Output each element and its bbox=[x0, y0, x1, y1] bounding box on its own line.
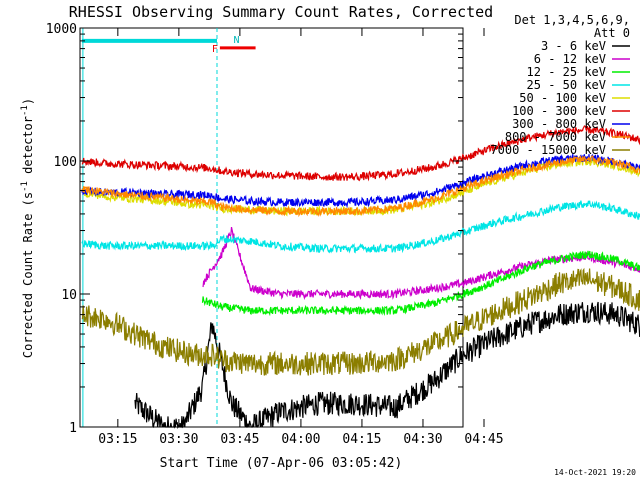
series-line-1 bbox=[202, 226, 640, 301]
series-line-4 bbox=[81, 156, 640, 217]
legend-label-4: 50 - 100 keV bbox=[519, 91, 606, 105]
y-axis-label-sup2: -1 bbox=[20, 105, 30, 116]
x-tick-label: 03:15 bbox=[98, 432, 137, 447]
x-tick-label: 04:30 bbox=[403, 432, 442, 447]
x-tick-label: 04:45 bbox=[464, 432, 503, 447]
annotation-layer: FN bbox=[81, 28, 256, 427]
legend-label-1: 6 - 12 keV bbox=[534, 52, 606, 66]
legend-label-0: 3 - 6 keV bbox=[541, 39, 606, 53]
x-tick-label: 03:30 bbox=[159, 432, 198, 447]
x-tick-label: 03:45 bbox=[220, 432, 259, 447]
y-axis-label-mid: detector bbox=[21, 116, 35, 181]
y-tick-label: 1 bbox=[69, 421, 77, 436]
x-tick-label: 04:15 bbox=[342, 432, 381, 447]
x-axis-label: Start Time (07-Apr-06 03:05:42) bbox=[160, 456, 403, 471]
y-tick-label: 10 bbox=[61, 288, 77, 303]
legend-label-3: 25 - 50 keV bbox=[527, 78, 606, 92]
series-line-3 bbox=[81, 200, 640, 254]
x-tick-label: 04:00 bbox=[281, 432, 320, 447]
legend-label-7: 800 - 7000 keV bbox=[505, 130, 606, 144]
y-axis-label-main: Corrected Count Rate (s bbox=[21, 192, 35, 358]
flare-marker-label: F bbox=[212, 44, 218, 55]
y-axis-label-sup1: -1 bbox=[20, 181, 30, 192]
legend-label-8: 7000 - 15000 keV bbox=[490, 143, 606, 157]
series-line-2 bbox=[201, 250, 640, 317]
series-line-0 bbox=[134, 301, 640, 430]
legend-title-line2: Att 0 bbox=[594, 26, 630, 40]
axis-layer: 03:15 03:30 03:45 04:00 04:15 04:30 04:45 1 10 10… bbox=[46, 22, 504, 447]
series-line-7 bbox=[81, 155, 640, 218]
legend-label-6: 300 - 800 keV bbox=[512, 117, 606, 131]
chart-title: RHESSI Observing Summary Count Rates, Co… bbox=[69, 3, 493, 21]
legend-title-line1: Det 1,3,4,5,6,9, bbox=[514, 13, 630, 27]
y-tick-label: 100 bbox=[54, 155, 77, 170]
y-axis-label-end: ) bbox=[21, 98, 35, 105]
series-line-8 bbox=[81, 267, 640, 376]
y-axis-label: Corrected Count Rate (s-1 detector-1) bbox=[20, 98, 35, 358]
y-tick-label: 1000 bbox=[46, 22, 77, 37]
series-line-5 bbox=[81, 125, 640, 182]
plot-frame bbox=[79, 27, 464, 428]
night-marker-label: N bbox=[234, 35, 240, 46]
legend-label-2: 12 - 25 keV bbox=[527, 65, 606, 79]
legend-label-5: 100 - 300 keV bbox=[512, 104, 606, 118]
series-layer bbox=[81, 125, 640, 430]
footer-timestamp: 14-Oct-2021 19:20 bbox=[554, 468, 636, 477]
